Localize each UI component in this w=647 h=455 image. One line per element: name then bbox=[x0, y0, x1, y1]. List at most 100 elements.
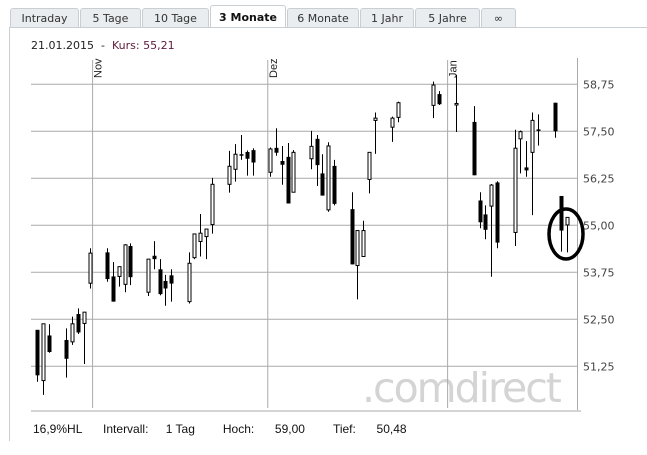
candle-body-down bbox=[76, 314, 81, 333]
candle bbox=[367, 151, 372, 194]
candle-body-up bbox=[373, 117, 378, 121]
candle bbox=[396, 101, 401, 123]
candle bbox=[361, 220, 366, 258]
candle bbox=[146, 258, 151, 296]
candle-body-up bbox=[82, 311, 87, 324]
candle bbox=[192, 233, 197, 260]
candle bbox=[291, 150, 296, 193]
candle-body-up bbox=[326, 145, 331, 211]
candle-body-down bbox=[320, 173, 325, 196]
candle-body-down bbox=[286, 156, 291, 204]
candle bbox=[152, 241, 157, 270]
candle-body-down bbox=[239, 154, 244, 156]
candle-body-up bbox=[41, 323, 46, 382]
candle bbox=[431, 81, 436, 119]
candle-body-up bbox=[233, 153, 238, 170]
month-label: Nov bbox=[93, 58, 105, 78]
candle-body-down bbox=[111, 276, 116, 302]
interval-label: Intervall: bbox=[103, 422, 149, 436]
candle-body-up bbox=[70, 323, 75, 343]
range-percent: 16,9%HL bbox=[33, 422, 83, 436]
candle bbox=[268, 147, 273, 177]
candle bbox=[187, 252, 192, 304]
candle bbox=[233, 144, 238, 182]
candle-body-up bbox=[565, 216, 570, 226]
highlight-circle bbox=[547, 207, 585, 261]
tab-6-monate[interactable]: 6 Monate bbox=[287, 8, 359, 27]
chart-footer: 16,9%HL Intervall: 1 Tag Hoch: 59,00 Tief:… bbox=[33, 422, 435, 436]
candle-body-up bbox=[192, 233, 197, 259]
candle-body-down bbox=[47, 335, 52, 353]
candle-body-down bbox=[524, 167, 529, 171]
candle-body-up bbox=[291, 151, 296, 193]
candle bbox=[518, 130, 523, 174]
candle-body-up bbox=[361, 230, 366, 258]
candle bbox=[454, 74, 459, 133]
month-label: Dez bbox=[268, 58, 280, 78]
candle-body-down bbox=[169, 275, 174, 284]
candle bbox=[472, 106, 477, 176]
candle-body-up bbox=[431, 84, 436, 106]
candle-body-up bbox=[268, 148, 273, 173]
candle bbox=[117, 266, 122, 287]
candle-body-up bbox=[454, 102, 459, 106]
candle bbox=[483, 205, 488, 240]
candle-body-down bbox=[495, 182, 500, 243]
candle bbox=[41, 323, 46, 395]
kurs-value: 55,21 bbox=[143, 39, 175, 52]
candle-body-up bbox=[390, 117, 395, 128]
candle bbox=[251, 148, 256, 176]
candle bbox=[128, 243, 133, 286]
quote-header: 21.01.2015 - Kurs: 55,21 bbox=[31, 39, 175, 52]
tab-10-tage[interactable]: 10 Tage bbox=[142, 8, 209, 27]
candle bbox=[163, 274, 168, 306]
candle bbox=[326, 142, 331, 212]
candle bbox=[274, 128, 279, 156]
candle bbox=[530, 112, 535, 216]
candle bbox=[286, 142, 291, 204]
candle-body-down bbox=[350, 209, 355, 265]
kurs-label: Kurs: bbox=[111, 39, 140, 52]
candle-body-up bbox=[518, 131, 523, 140]
candle bbox=[204, 228, 209, 260]
candle-body-up bbox=[123, 244, 128, 285]
y-tick-label: 52,50 bbox=[583, 313, 615, 326]
candle bbox=[280, 145, 285, 185]
candle-body-down bbox=[128, 245, 133, 278]
candle bbox=[524, 141, 529, 177]
candle-body-down bbox=[553, 102, 558, 132]
candle bbox=[390, 116, 395, 142]
y-tick-label: 57,50 bbox=[583, 125, 615, 138]
candle-body-up bbox=[117, 266, 122, 277]
y-tick-label: 55,00 bbox=[583, 219, 615, 232]
candle-body-down bbox=[35, 329, 40, 376]
high-label: Hoch: bbox=[222, 422, 255, 436]
candle-body-down bbox=[536, 129, 541, 131]
candle bbox=[64, 328, 69, 378]
candle bbox=[320, 154, 325, 196]
candle-body-down bbox=[251, 150, 256, 163]
y-tick-label: 58,75 bbox=[583, 78, 615, 91]
candle-body-up bbox=[204, 228, 209, 238]
candle bbox=[437, 91, 442, 105]
candle bbox=[169, 269, 174, 302]
candle bbox=[82, 311, 87, 365]
candle bbox=[350, 192, 355, 265]
candle-body-down bbox=[437, 94, 442, 105]
candle bbox=[513, 129, 518, 246]
candle-body-down bbox=[245, 151, 250, 159]
candle-body-up bbox=[227, 165, 232, 185]
tab-1-jahr[interactable]: 1 Jahr bbox=[360, 8, 414, 27]
candle bbox=[123, 244, 128, 293]
candle bbox=[210, 177, 215, 234]
tab-all[interactable]: ∞ bbox=[481, 8, 516, 27]
low-label: Tief: bbox=[332, 422, 356, 436]
y-tick-label: 53,75 bbox=[583, 266, 615, 279]
tab-5-jahre[interactable]: 5 Jahre bbox=[415, 8, 480, 27]
tab-3-monate[interactable]: 3 Monate bbox=[210, 5, 286, 28]
candle bbox=[478, 192, 483, 229]
tab-5-tage[interactable]: 5 Tage bbox=[80, 8, 141, 27]
candle bbox=[553, 102, 558, 138]
high-value: 59,00 bbox=[274, 422, 305, 436]
tab-intraday[interactable]: Intraday bbox=[10, 8, 79, 27]
